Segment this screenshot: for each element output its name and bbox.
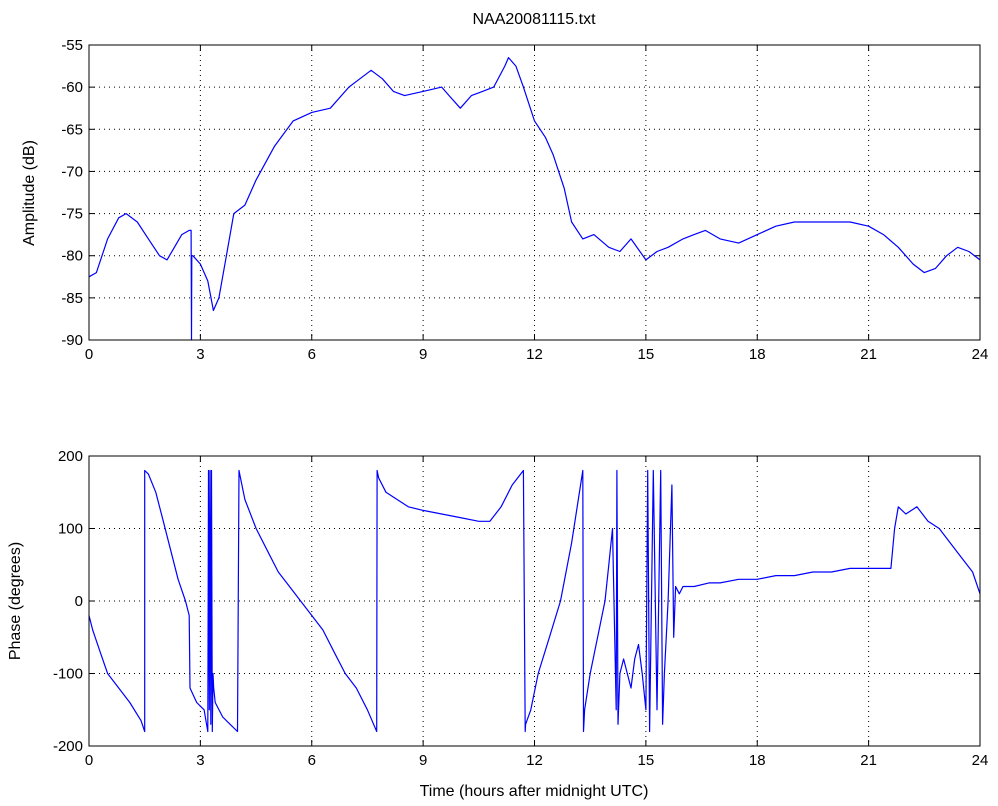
amplitude-x-tick-label: 0 — [85, 346, 93, 363]
phase-ticks: 0 3 6 9 12 15 18 21 24 -200 -100 0 100 200 — [53, 448, 988, 769]
amplitude-y-tick-label: -55 — [61, 37, 83, 54]
amplitude-y-tick-label: -80 — [61, 248, 83, 265]
amplitude-ticks: 0 3 6 9 12 15 18 21 24 -90 -85 -80 -75 -70 -65 -60 -55 — [61, 37, 988, 363]
phase-y-tick-label: 200 — [58, 448, 83, 465]
phase-y-axis-label: Phase (degrees) — [7, 542, 24, 660]
amplitude-y-tick-label: -65 — [61, 121, 83, 138]
amplitude-x-tick-label: 21 — [860, 346, 877, 363]
phase-panel: 0 3 6 9 12 15 18 21 24 -200 -100 0 100 200 Phase (deg… — [7, 448, 988, 800]
phase-x-tick-label: 18 — [749, 752, 766, 769]
phase-x-tick-label: 12 — [526, 752, 543, 769]
phase-x-tick-label: 0 — [85, 752, 93, 769]
phase-line — [88, 469, 981, 733]
phase-x-tick-label: 21 — [860, 752, 877, 769]
phase-x-tick-label: 24 — [972, 752, 989, 769]
amplitude-plot-frame — [88, 44, 981, 341]
phase-y-tick-label: -100 — [53, 666, 83, 683]
phase-x-tick-label: 6 — [308, 752, 316, 769]
phase-x-tick-label: 3 — [196, 752, 204, 769]
phase-y-tick-label: -200 — [53, 738, 83, 755]
phase-grid — [89, 456, 980, 746]
amplitude-x-tick-label: 18 — [749, 346, 766, 363]
amplitude-x-tick-label: 24 — [972, 346, 989, 363]
phase-x-tick-label: 15 — [638, 752, 655, 769]
amplitude-grid — [89, 45, 980, 340]
amplitude-panel: NAA20081115.txt 0 3 6 9 12 15 18 21 24 -90 -85 -80 -… — [21, 11, 988, 363]
phase-y-tick-label: 100 — [58, 521, 83, 538]
amplitude-x-tick-label: 9 — [419, 346, 427, 363]
amplitude-y-tick-label: -75 — [61, 206, 83, 223]
phase-x-tick-label: 9 — [419, 752, 427, 769]
x-axis-label: Time (hours after midnight UTC) — [420, 783, 649, 800]
chart-title: NAA20081115.txt — [472, 11, 596, 28]
amplitude-y-tick-label: -90 — [61, 332, 83, 349]
phase-plot-frame — [88, 455, 981, 747]
phase-y-tick-label: 0 — [75, 593, 83, 610]
amplitude-x-tick-label: 15 — [638, 346, 655, 363]
amplitude-x-tick-label: 3 — [196, 346, 204, 363]
amplitude-y-tick-label: -85 — [61, 290, 83, 307]
amplitude-x-tick-label: 12 — [526, 346, 543, 363]
amplitude-x-tick-label: 6 — [308, 346, 316, 363]
amplitude-y-tick-label: -60 — [61, 79, 83, 96]
amplitude-y-axis-label: Amplitude (dB) — [21, 140, 38, 246]
amplitude-y-tick-label: -70 — [61, 163, 83, 180]
